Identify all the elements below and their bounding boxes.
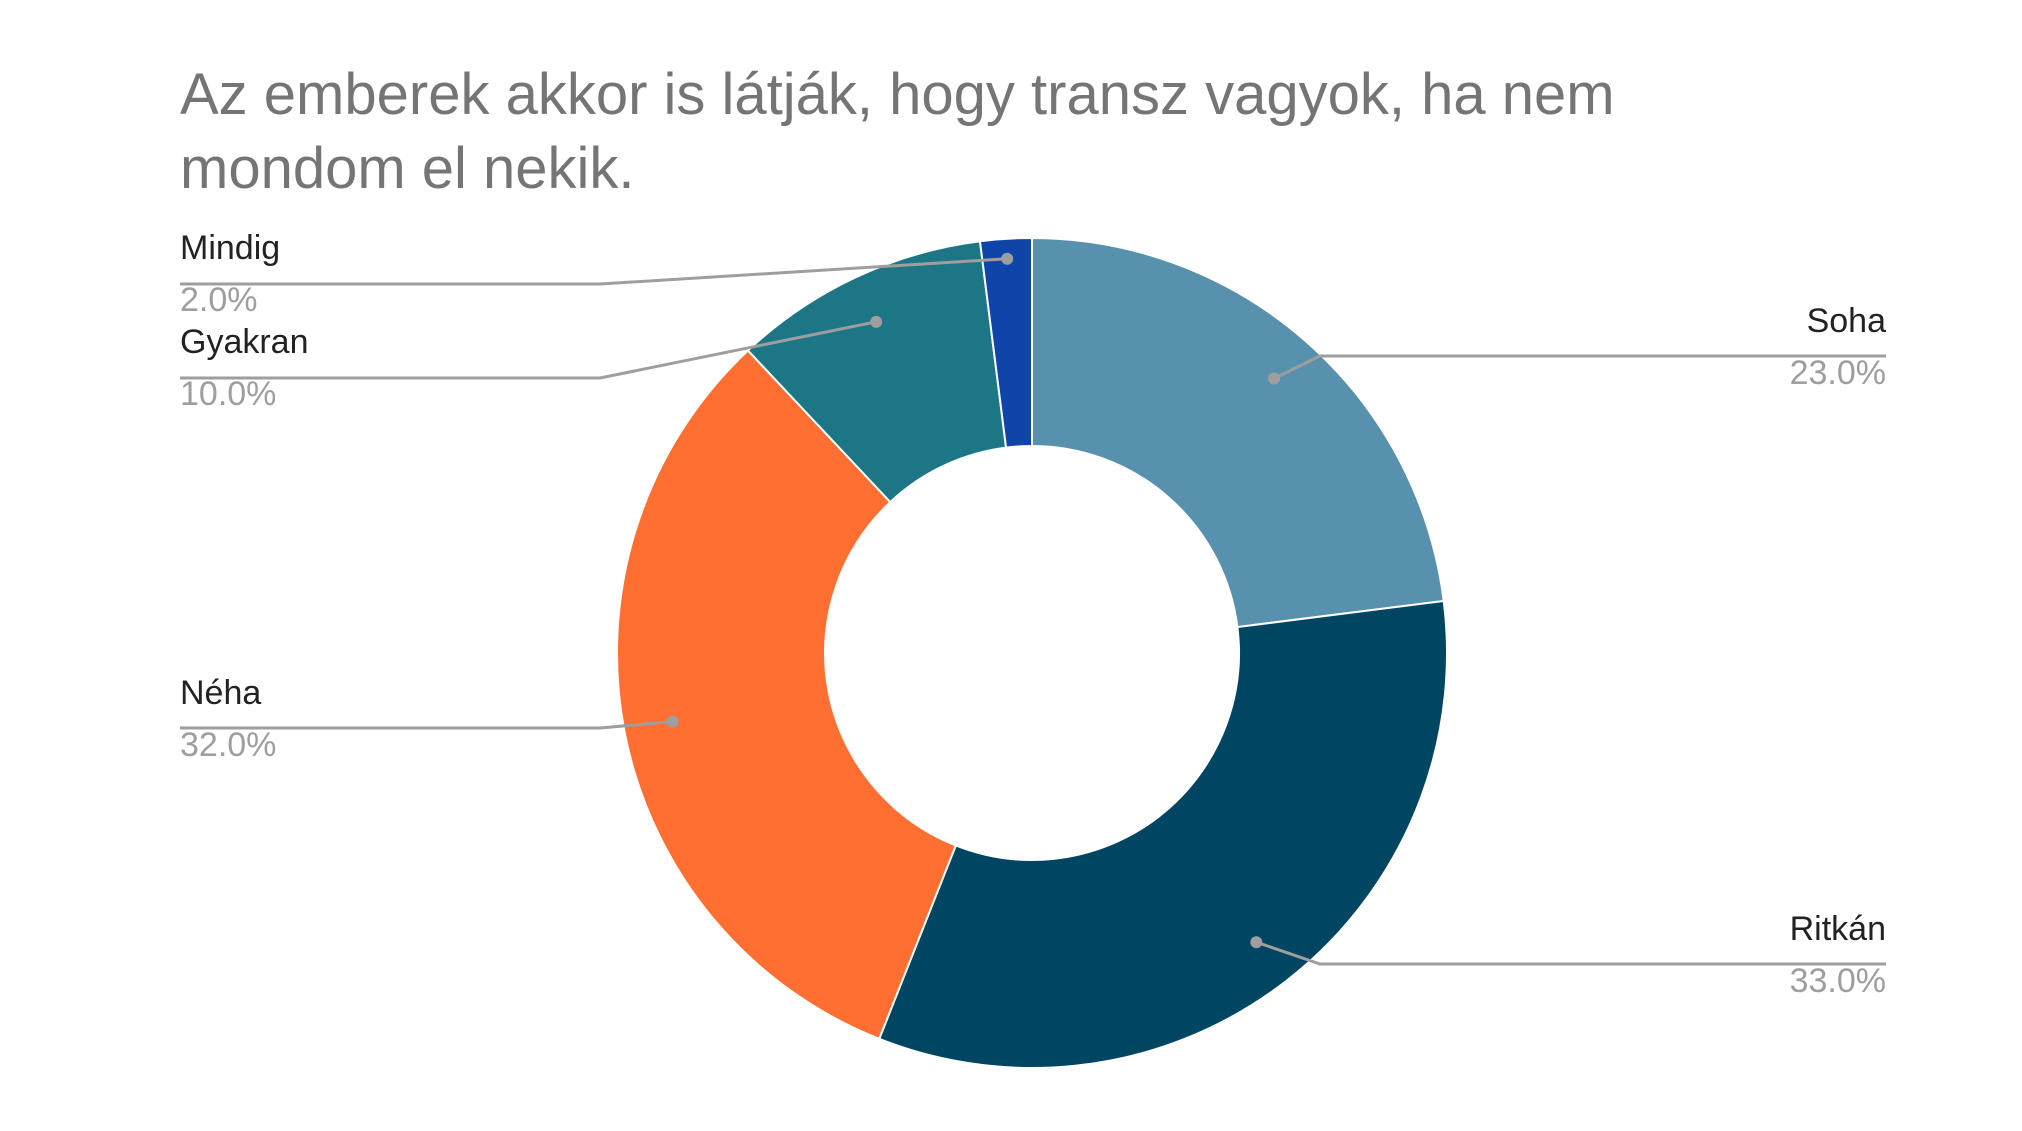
donut-slice-gyakran xyxy=(746,240,1008,504)
donut-slice-neha xyxy=(616,349,958,1041)
chart-title: Az emberek akkor is látják, hogy transz … xyxy=(180,62,1615,201)
slice-value-soha: 23.0% xyxy=(1790,354,1886,392)
callout-dot-mindig xyxy=(1001,252,1014,265)
callout-neha: Néha 32.0% xyxy=(180,674,679,764)
slice-label-soha: Soha xyxy=(1807,302,1886,340)
callout-ritkan: Ritkán 33.0% xyxy=(1250,910,1886,1000)
callout-line-mindig xyxy=(180,257,1008,286)
callout-line-neha xyxy=(180,720,673,730)
slice-label-neha: Néha xyxy=(180,674,261,712)
callout-soha: Soha 23.0% xyxy=(1268,302,1886,392)
donut-slice-mindig xyxy=(978,236,1033,449)
slice-label-ritkan: Ritkán xyxy=(1790,910,1886,948)
callout-dot-ritkan xyxy=(1250,936,1263,949)
callout-dot-soha xyxy=(1268,372,1281,385)
slice-label-gyakran: Gyakran xyxy=(180,323,309,361)
callout-dot-neha xyxy=(666,715,679,728)
callout-line-ritkan xyxy=(1255,940,1886,966)
callout-line-gyakran xyxy=(180,320,877,380)
callout-line-soha xyxy=(1273,354,1886,380)
slice-value-gyakran: 10.0% xyxy=(180,375,276,413)
donut-slice-soha xyxy=(1031,236,1445,629)
slice-label-mindig: Mindig xyxy=(180,229,280,267)
callout-dot-gyakran xyxy=(870,315,883,328)
slice-value-ritkan: 33.0% xyxy=(1790,962,1886,1000)
callout-mindig: Mindig 2.0% xyxy=(180,229,1014,319)
callout-gyakran: Gyakran 10.0% xyxy=(180,315,883,413)
slice-value-neha: 32.0% xyxy=(180,726,276,764)
donut-slice-ritkan xyxy=(877,599,1448,1069)
slice-value-mindig: 2.0% xyxy=(180,281,258,319)
